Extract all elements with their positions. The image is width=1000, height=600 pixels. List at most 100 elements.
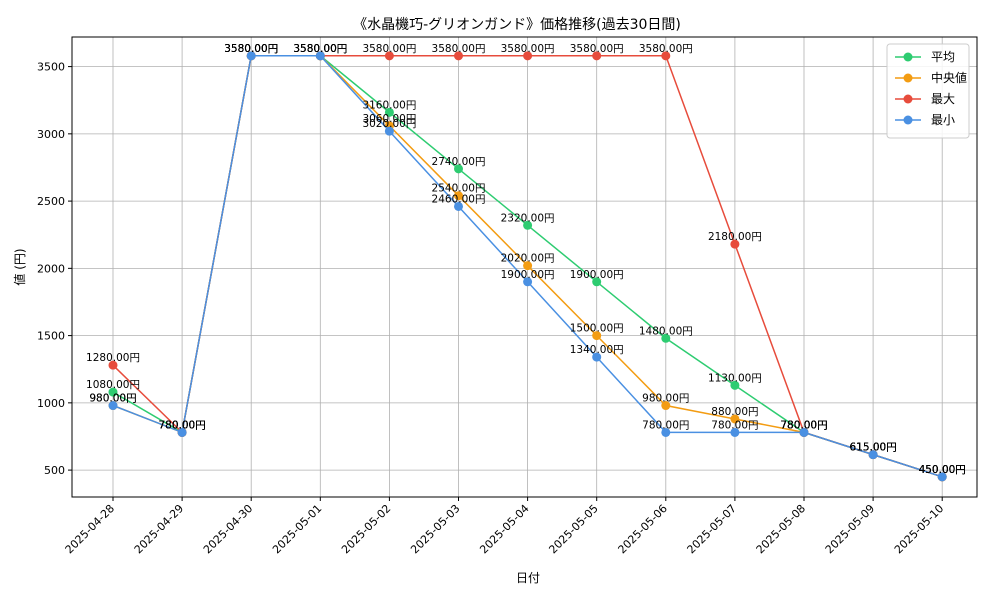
data-label: 780.00円 <box>780 419 827 431</box>
data-label: 780.00円 <box>642 419 689 431</box>
data-label: 3580.00円 <box>501 43 555 55</box>
data-label: 450.00円 <box>919 464 966 476</box>
legend-marker <box>903 115 913 125</box>
data-label: 3580.00円 <box>362 43 416 55</box>
legend-item: 最小 <box>895 113 955 127</box>
data-label: 3020.00円 <box>362 118 416 130</box>
data-label: 3580.00円 <box>432 43 486 55</box>
data-point <box>108 360 118 370</box>
data-label: 2740.00円 <box>432 156 486 168</box>
y-tick-label: 3500 <box>37 61 65 74</box>
data-label: 1900.00円 <box>570 269 624 281</box>
y-axis-label: 値 (円) <box>12 248 27 285</box>
data-label: 780.00円 <box>780 419 827 431</box>
data-point <box>384 51 394 61</box>
data-label: 1130.00円 <box>708 372 762 384</box>
x-tick-label: 2025-05-10 <box>892 502 946 556</box>
data-labels-layer: 1080.00円 780.00円 3580.00円 3580.00円 3160.00円 2… <box>86 43 966 476</box>
data-point <box>108 401 118 411</box>
data-point <box>730 380 740 390</box>
data-label: 615.00円 <box>849 442 896 454</box>
data-point <box>661 333 671 343</box>
y-tick-label: 2000 <box>37 262 65 275</box>
legend-item: 中央値 <box>895 70 967 85</box>
legend-marker <box>903 73 913 83</box>
data-label: 3580.00円 <box>293 43 347 55</box>
x-tick-label: 2025-05-09 <box>823 502 877 556</box>
data-label: 780.00円 <box>780 419 827 431</box>
data-label: 2320.00円 <box>501 212 555 224</box>
data-label: 1500.00円 <box>570 323 624 335</box>
data-label: 3580.00円 <box>570 43 624 55</box>
data-label: 1480.00円 <box>639 325 693 337</box>
legend-label: 中央値 <box>931 70 967 85</box>
data-point <box>315 51 325 61</box>
data-label: 780.00円 <box>158 419 205 431</box>
data-point <box>592 331 602 341</box>
data-point <box>592 51 602 61</box>
data-label: 450.00円 <box>919 464 966 476</box>
data-point <box>661 427 671 437</box>
legend-item: 最大 <box>895 92 955 106</box>
data-point <box>592 352 602 362</box>
data-label: 780.00円 <box>158 419 205 431</box>
data-point <box>730 427 740 437</box>
x-tick-label: 2025-04-29 <box>132 502 186 556</box>
data-point <box>384 107 394 117</box>
legend-item: 平均 <box>895 50 955 64</box>
data-point <box>592 277 602 287</box>
data-label: 3160.00円 <box>362 99 416 111</box>
data-label: 3580.00円 <box>293 43 347 55</box>
data-label: 780.00円 <box>158 419 205 431</box>
data-point <box>730 414 740 424</box>
chart-title: 《水晶機巧-グリオンガンド》価格推移(過去30日間) <box>353 17 681 33</box>
data-label: 3580.00円 <box>224 43 278 55</box>
data-label: 3580.00円 <box>293 43 347 55</box>
data-label: 450.00円 <box>919 464 966 476</box>
x-tick-label: 2025-05-02 <box>339 502 393 556</box>
data-label: 2460.00円 <box>432 193 486 205</box>
data-label: 3580.00円 <box>224 43 278 55</box>
data-label: 615.00円 <box>849 442 896 454</box>
data-label: 3580.00円 <box>293 43 347 55</box>
data-label: 615.00円 <box>849 442 896 454</box>
x-tick-label: 2025-04-30 <box>201 502 255 556</box>
data-point <box>384 126 394 136</box>
x-tick-label: 2025-05-04 <box>477 502 531 556</box>
data-point <box>177 427 187 437</box>
y-tick-label: 1000 <box>37 397 65 410</box>
x-tick-label: 2025-05-08 <box>754 502 808 556</box>
data-point <box>937 472 947 482</box>
data-point <box>454 51 463 61</box>
x-axis-label: 日付 <box>516 571 540 585</box>
ticks-layer: 2025-04-28 2025-04-29 2025-04-30 2025-05-01… <box>37 61 946 557</box>
series-最小 <box>108 51 947 482</box>
data-point <box>661 401 671 411</box>
legend-marker <box>903 52 913 62</box>
data-point <box>454 164 463 174</box>
data-point <box>108 387 118 397</box>
data-point <box>523 51 533 61</box>
x-tick-label: 2025-05-01 <box>270 502 324 556</box>
data-label: 2020.00円 <box>501 253 555 265</box>
data-label: 880.00円 <box>711 406 758 418</box>
data-point <box>730 239 740 249</box>
y-tick-label: 2500 <box>37 195 65 208</box>
data-label: 780.00円 <box>158 419 205 431</box>
x-tick-label: 2025-05-03 <box>408 502 462 556</box>
data-point <box>661 51 671 61</box>
x-tick-label: 2025-05-06 <box>616 502 670 556</box>
data-label: 1340.00円 <box>570 344 624 356</box>
x-tick-label: 2025-05-07 <box>685 502 739 556</box>
y-tick-label: 500 <box>44 464 65 477</box>
data-label: 2540.00円 <box>432 183 486 195</box>
data-label: 1900.00円 <box>501 269 555 281</box>
data-label: 3060.00円 <box>362 113 416 125</box>
data-label: 615.00円 <box>849 442 896 454</box>
data-point <box>246 51 256 61</box>
data-point <box>868 450 878 460</box>
data-label: 1080.00円 <box>86 379 140 391</box>
x-tick-label: 2025-05-05 <box>546 502 600 556</box>
